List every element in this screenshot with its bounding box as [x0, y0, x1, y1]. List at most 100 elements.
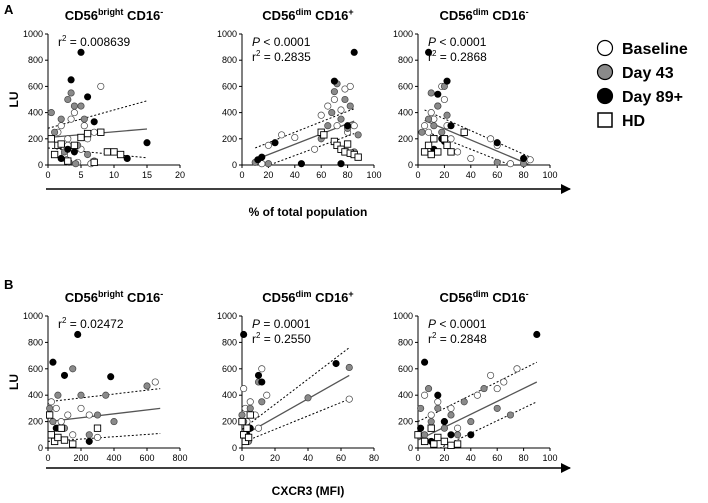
data-point-day-43 [70, 102, 78, 110]
data-point-hd [243, 424, 251, 432]
y-tick-label: 1000 [217, 311, 237, 321]
y-tick-label: 800 [222, 55, 237, 65]
data-point-baseline [258, 365, 266, 373]
data-point-day-43 [493, 158, 501, 166]
y-tick-label: 800 [398, 55, 413, 65]
data-point-day-43 [430, 122, 438, 130]
title-rest: CD16 [489, 290, 526, 305]
y-tick-label: 0 [38, 160, 43, 170]
data-point-day-89 [533, 330, 541, 339]
data-point-baseline [311, 145, 319, 153]
data-point-day-43 [304, 394, 312, 402]
x-tick-label: 60 [336, 453, 346, 463]
data-point-baseline [64, 135, 72, 143]
data-point-day-89 [240, 330, 248, 339]
data-point-day-43 [443, 111, 451, 119]
data-point-day-89 [77, 48, 85, 56]
x-tick-label: 15 [142, 170, 152, 180]
title-main: CD56 [65, 290, 98, 305]
shared-x-label-a: % of total population [249, 205, 368, 219]
data-point-day-89 [74, 330, 82, 339]
scatter-plot-6: CD56dim CD16- 0 200 400 600 800 1000 0 20 40 60 80 1… [393, 289, 558, 463]
data-point-hd [434, 433, 442, 442]
data-point-baseline [447, 404, 455, 412]
data-point-day-89 [350, 48, 358, 56]
data-point-baseline [57, 122, 65, 130]
data-point-baseline [427, 109, 435, 117]
y-tick-label: 200 [28, 417, 43, 427]
data-point-day-89 [493, 139, 501, 147]
x-tick-label: 80 [519, 453, 529, 463]
data-point-day-89 [440, 418, 448, 426]
data-point-day-89 [421, 358, 429, 366]
title-sign: - [526, 289, 529, 299]
x-tick-label: 40 [466, 453, 476, 463]
confidence-band-lower [48, 432, 161, 442]
data-point-day-89 [258, 378, 266, 386]
series-day-43 [46, 365, 151, 439]
data-point-baseline [500, 378, 508, 386]
data-point-day-43 [345, 363, 353, 372]
title-main: CD56 [262, 290, 295, 305]
y-tick-label: 0 [408, 160, 413, 170]
data-point-baseline [246, 398, 254, 406]
data-point-baseline [350, 122, 358, 130]
data-point-day-89 [57, 154, 65, 163]
data-point-baseline [93, 433, 102, 441]
series-day-89 [57, 48, 151, 163]
title-sign: + [348, 289, 353, 299]
data-point-day-89 [434, 90, 442, 98]
data-point-day-43 [480, 385, 488, 393]
data-point-day-43 [72, 160, 80, 168]
data-point-hd [354, 153, 362, 161]
title-rest: CD16 [312, 290, 349, 305]
legend-marker [596, 63, 614, 81]
data-point-hd [447, 148, 455, 156]
data-point-day-89 [84, 93, 92, 101]
data-point-hd [244, 433, 253, 442]
data-point-day-89 [520, 154, 528, 163]
data-point-hd [77, 133, 85, 142]
scatter-plot-1: CD56bright CD16- 0 200 400 600 800 1000 0 5 10 15 2… [7, 7, 185, 180]
data-point-day-89 [443, 77, 451, 85]
data-point-day-43 [337, 115, 345, 123]
data-point-day-89 [143, 139, 151, 147]
data-point-baseline [278, 131, 286, 139]
data-point-day-43 [67, 89, 75, 97]
title-superscript: dim [473, 289, 489, 299]
y-tick-label: 0 [38, 443, 43, 453]
title-rest: CD16 [312, 8, 349, 23]
data-point-hd [440, 135, 449, 143]
x-tick-label: 20 [270, 453, 280, 463]
x-tick-label: 0 [239, 170, 244, 180]
y-tick-label: 600 [398, 364, 413, 374]
data-point-hd [110, 148, 118, 156]
title-sign: - [526, 7, 529, 17]
x-tick-label: 100 [542, 453, 557, 463]
y-tick-label: 400 [398, 390, 413, 400]
plot-title: CD56dim CD16- [439, 289, 528, 305]
y-axis-label: LU [7, 92, 21, 108]
x-tick-label: 20 [439, 453, 449, 463]
y-tick-label: 600 [222, 81, 237, 91]
y-tick-label: 1000 [393, 311, 413, 321]
data-point-day-43 [246, 404, 254, 412]
regression-line [418, 381, 538, 441]
data-point-day-43 [80, 115, 88, 123]
shared-x-axis-a: % of total population [46, 184, 571, 219]
y-tick-label: 200 [222, 417, 237, 427]
data-point-day-43 [346, 102, 354, 110]
data-point-day-43 [110, 418, 118, 426]
data-point-day-43 [427, 418, 435, 426]
stat-annotation: P = 0.0001 [252, 317, 311, 331]
data-point-day-43 [328, 109, 336, 117]
title-sign: + [348, 7, 353, 17]
data-point-hd [427, 150, 435, 159]
plot-title: CD56bright CD16- [65, 289, 164, 305]
data-point-day-89 [447, 431, 455, 439]
data-point-day-43 [46, 404, 54, 412]
y-tick-label: 200 [222, 134, 237, 144]
stat-annotation: r2 = 0.2868 [428, 49, 487, 64]
y-tick-label: 0 [408, 443, 413, 453]
